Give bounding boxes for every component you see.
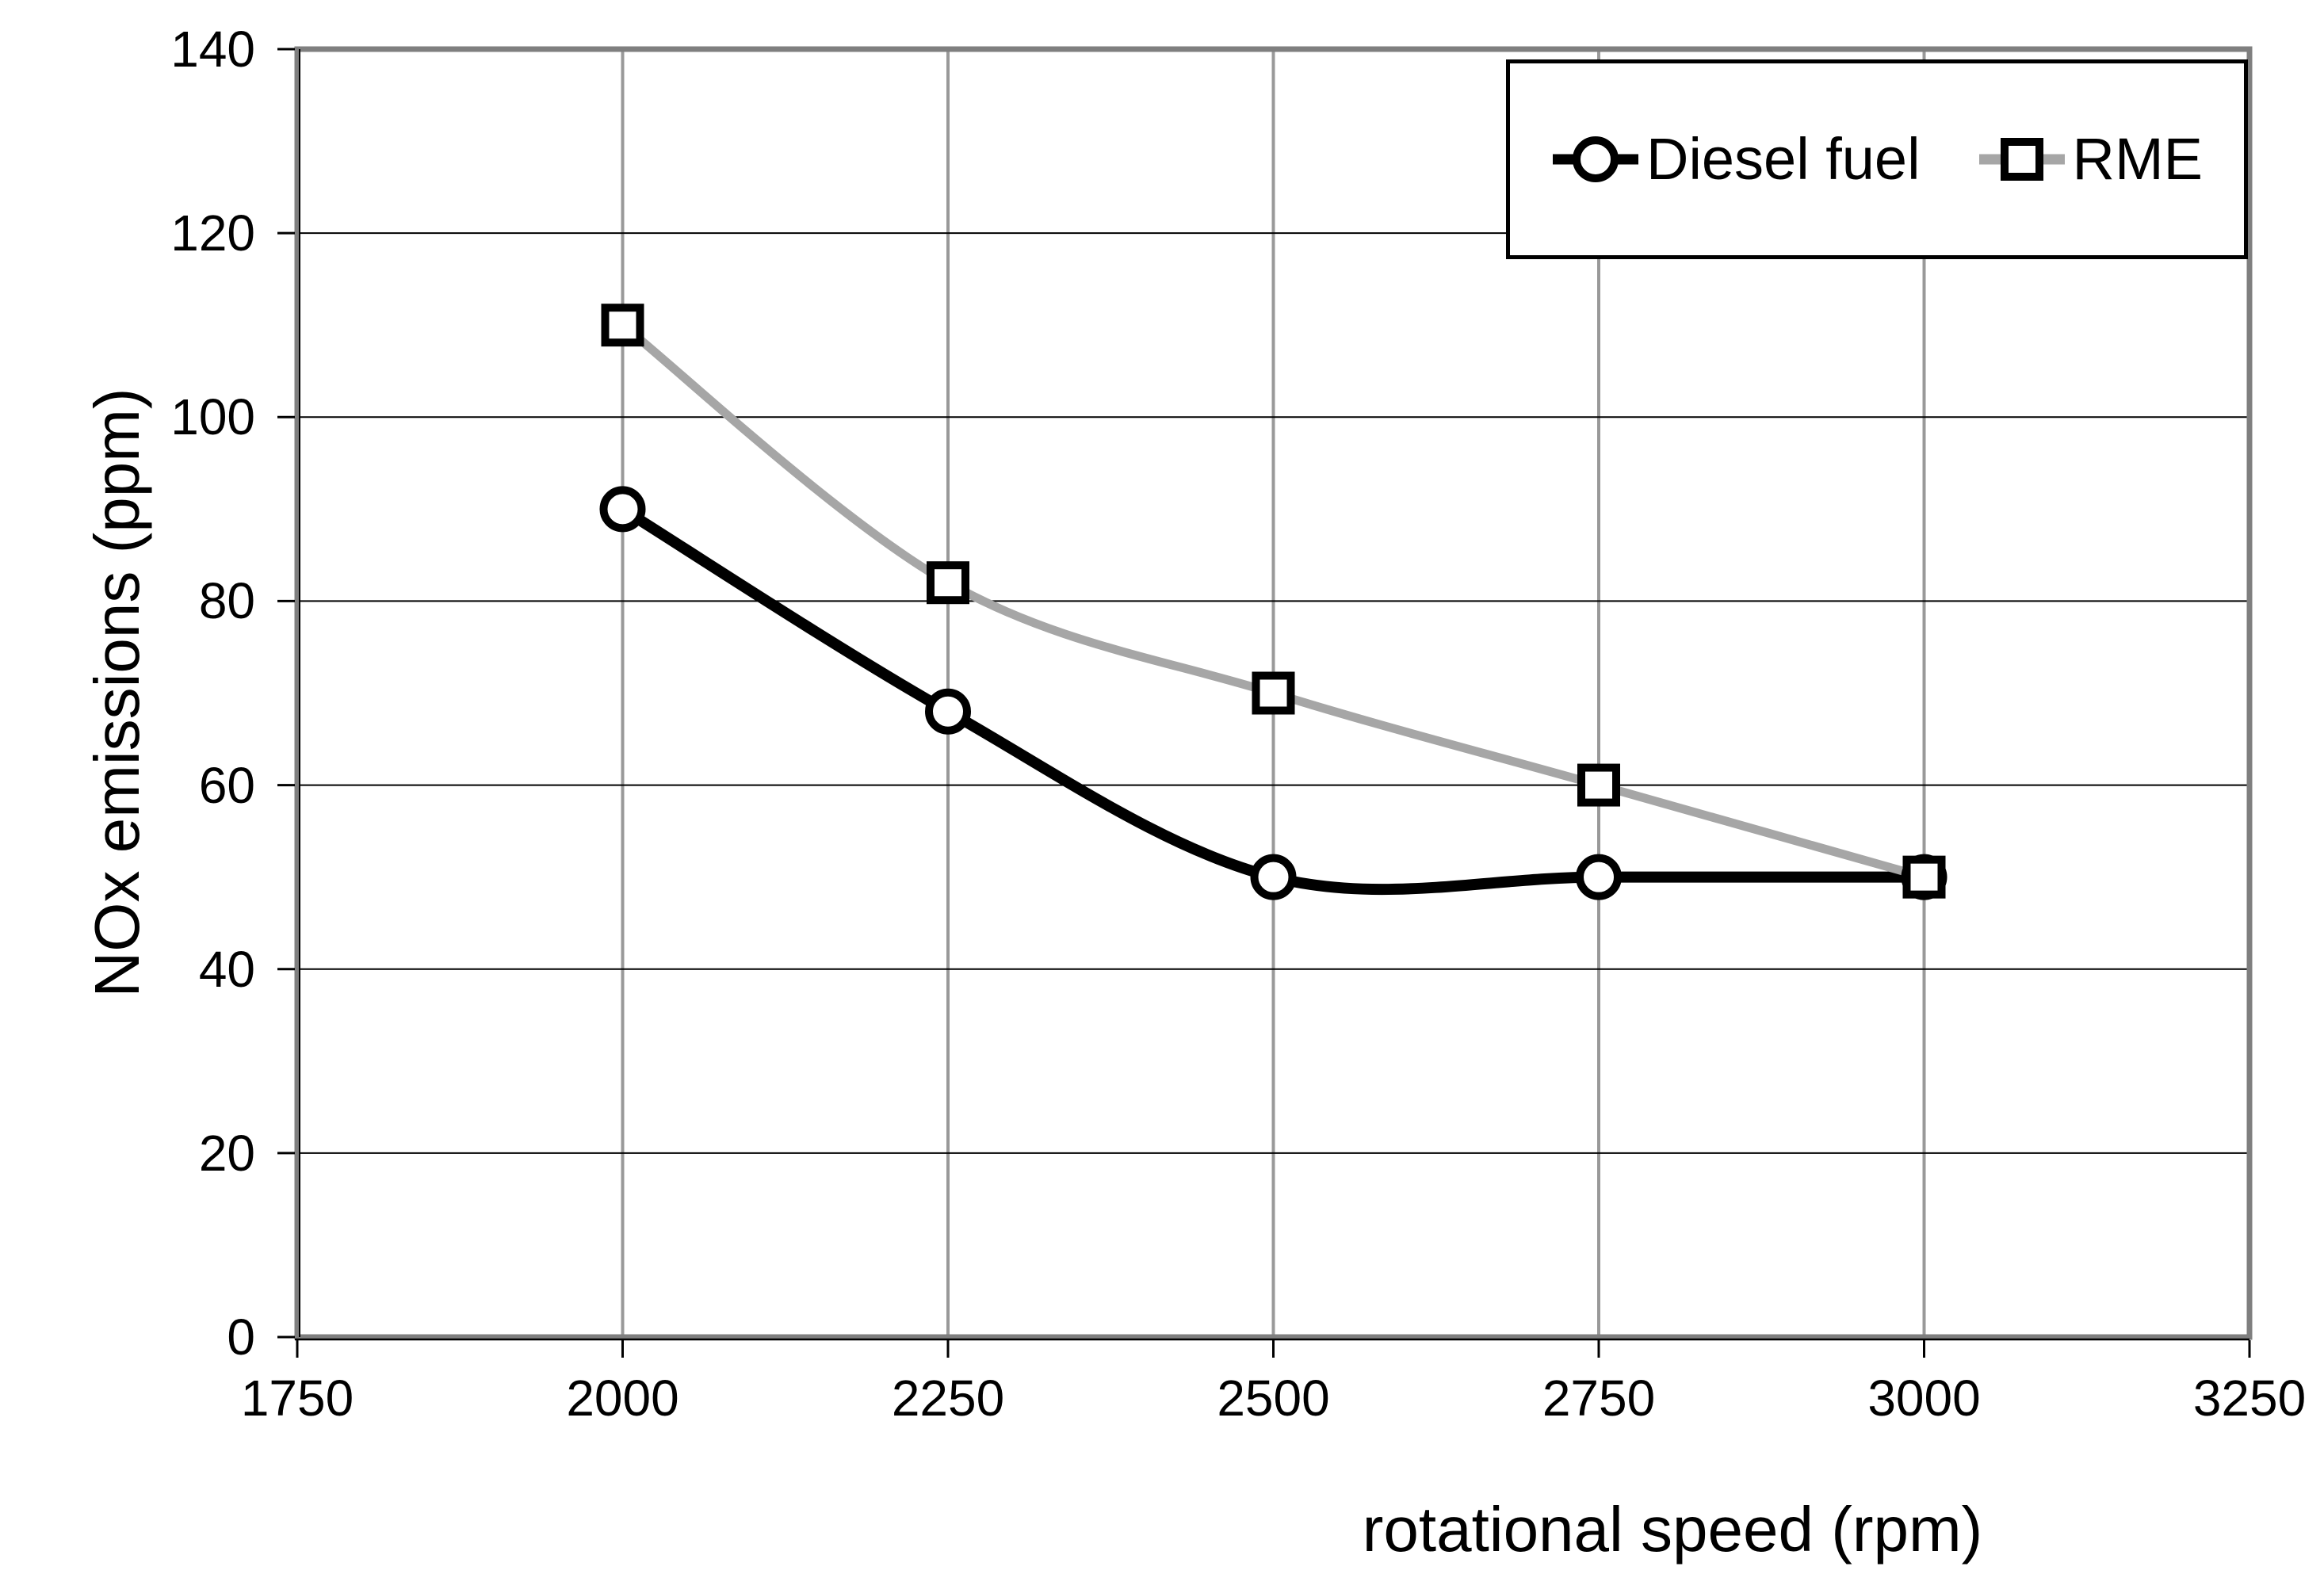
legend: Diesel fuel RME bbox=[1506, 59, 2248, 259]
legend-label-rme: RME bbox=[2072, 126, 2203, 192]
data-point-square-marker bbox=[1252, 671, 1295, 715]
y-tick-label: 100 bbox=[170, 388, 255, 446]
data-point-circle-marker bbox=[599, 486, 646, 533]
x-tick-label: 3250 bbox=[2192, 1370, 2307, 1427]
data-point-square-marker bbox=[927, 561, 969, 605]
rme-line-square-marker-icon bbox=[1978, 138, 2065, 181]
data-point-circle-marker bbox=[925, 688, 971, 735]
y-tick-label: 20 bbox=[198, 1124, 255, 1182]
data-point-square-marker bbox=[1577, 763, 1620, 807]
data-point-circle-marker bbox=[1250, 854, 1297, 900]
data-point-square-marker bbox=[1902, 855, 1946, 899]
x-tick-label: 1750 bbox=[240, 1370, 354, 1427]
x-tick-label: 2250 bbox=[891, 1370, 1005, 1427]
x-tick-label: 2000 bbox=[566, 1370, 679, 1427]
y-tick-label: 140 bbox=[170, 21, 255, 78]
data-point-square-marker bbox=[601, 304, 644, 347]
legend-item-rme: RME bbox=[1978, 130, 2203, 189]
y-tick-label: 0 bbox=[227, 1309, 255, 1366]
x-tick-label: 2750 bbox=[1542, 1370, 1656, 1427]
x-tick-label: 3000 bbox=[1867, 1370, 1981, 1427]
y-tick-label: 40 bbox=[198, 940, 255, 998]
x-tick-label: 2500 bbox=[1217, 1370, 1330, 1427]
legend-label-diesel-fuel: Diesel fuel bbox=[1646, 126, 1921, 192]
plot-border bbox=[294, 46, 2253, 1340]
legend-item-diesel-fuel: Diesel fuel bbox=[1551, 130, 1921, 189]
y-axis-title: NOx emissions (ppm) bbox=[82, 388, 152, 998]
y-tick-label: 60 bbox=[198, 756, 255, 814]
y-tick-label: 120 bbox=[170, 204, 255, 262]
data-point-circle-marker bbox=[1576, 854, 1622, 900]
x-axis-title: rotational speed (rpm) bbox=[1362, 1494, 1983, 1565]
diesel-line-circle-marker-icon bbox=[1553, 136, 1639, 182]
y-tick-label: 80 bbox=[198, 572, 255, 630]
